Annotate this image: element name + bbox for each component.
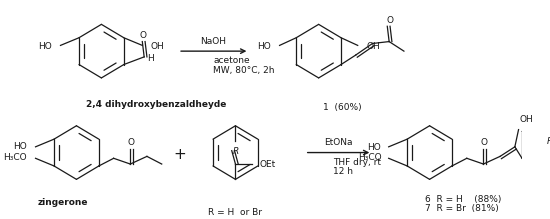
Text: HO: HO [13,142,27,151]
Text: R = H  or Br: R = H or Br [208,208,262,217]
Text: +: + [174,147,186,162]
Text: HO: HO [257,42,271,51]
Text: EtONa: EtONa [324,138,353,147]
Text: 6  R = H    (88%): 6 R = H (88%) [425,195,502,204]
Text: R: R [232,147,239,156]
Text: 12 h: 12 h [333,167,354,176]
Text: zingerone: zingerone [37,198,88,207]
Text: OH: OH [519,115,533,124]
Text: MW, 80°C, 2h: MW, 80°C, 2h [213,66,275,75]
Text: O: O [128,138,135,147]
Text: HO: HO [367,143,381,152]
Text: THF dry, rt: THF dry, rt [333,158,382,167]
Text: O: O [481,138,488,147]
Text: H: H [147,54,154,63]
Text: HO: HO [39,42,52,51]
Text: O: O [140,31,147,40]
Text: 7  R = Br  (81%): 7 R = Br (81%) [425,204,499,213]
Text: 1  (60%): 1 (60%) [323,103,362,112]
Text: H₃CO: H₃CO [358,153,381,162]
Text: H₃CO: H₃CO [4,153,27,162]
Text: 2,4 dihydroxybenzaldheyde: 2,4 dihydroxybenzaldheyde [86,100,226,109]
Text: R: R [546,137,550,146]
Text: OH: OH [366,42,379,51]
Text: OH: OH [151,42,164,51]
Text: acetone: acetone [213,56,250,65]
Text: NaOH: NaOH [200,37,226,46]
Text: OEt: OEt [260,159,276,169]
Text: O: O [387,16,394,25]
